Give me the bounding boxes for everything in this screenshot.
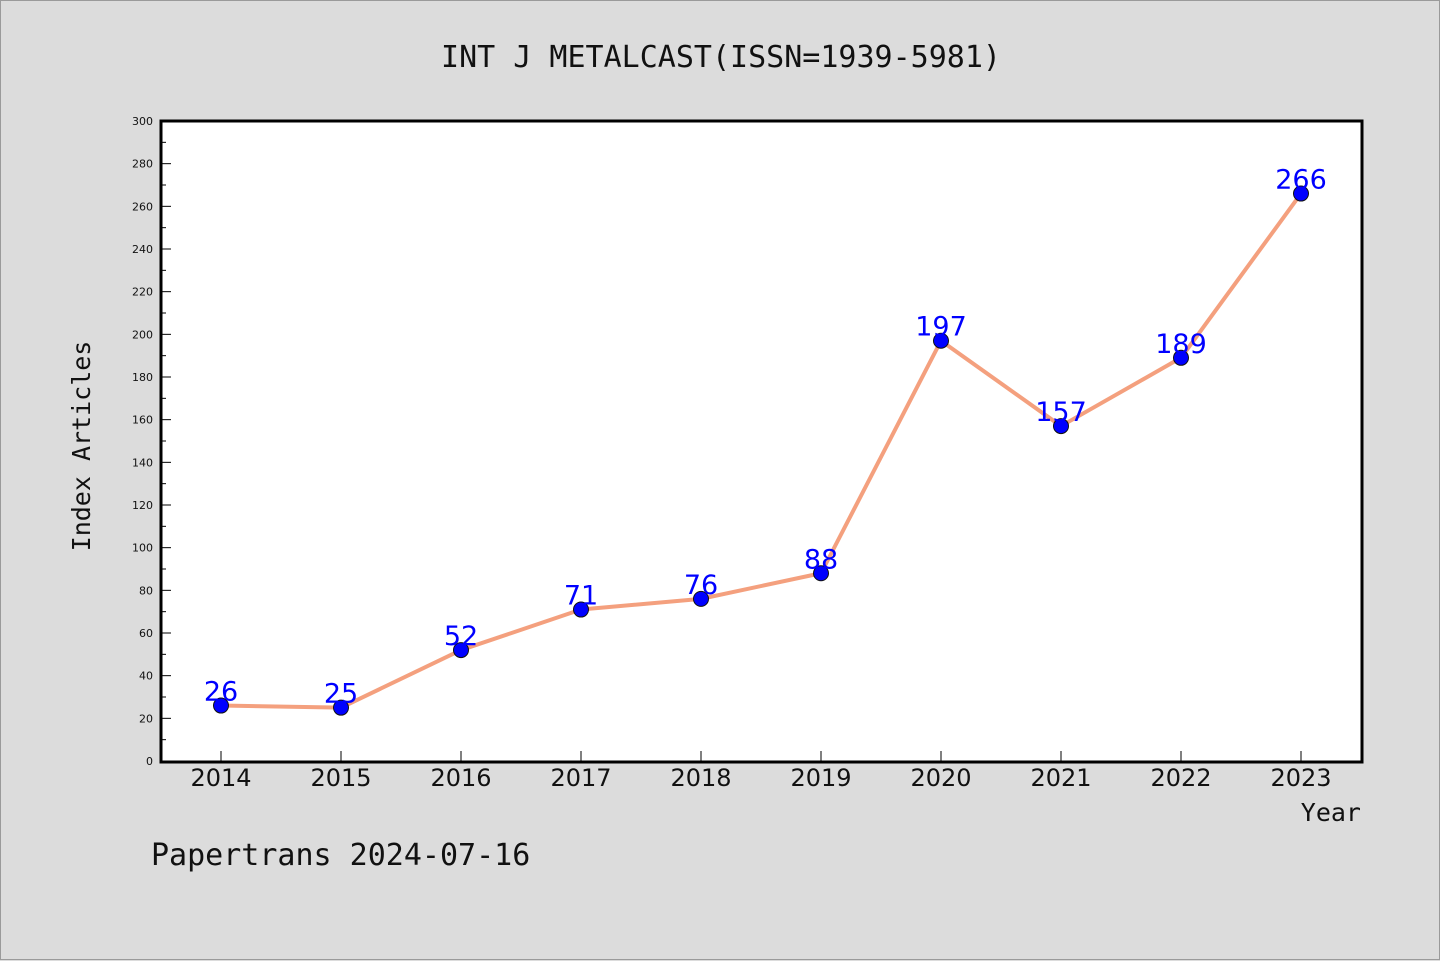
x-tick-label: 2014: [190, 764, 251, 792]
x-tick-label: 2016: [430, 764, 491, 792]
y-tick-label: 60: [139, 627, 153, 640]
data-label: 189: [1155, 329, 1207, 360]
data-label: 26: [204, 677, 238, 708]
footer-source-date: Papertrans 2024-07-16: [151, 838, 530, 873]
y-tick-label: 240: [132, 243, 153, 256]
x-tick-label: 2017: [550, 764, 611, 792]
data-label: 25: [324, 679, 358, 710]
data-point: [333, 699, 349, 716]
data-label: 197: [915, 312, 967, 343]
plot-area: [159, 119, 1364, 764]
y-tick-label: 0: [146, 755, 153, 768]
y-tick-label: 220: [132, 286, 153, 299]
y-tick-label: 160: [132, 414, 153, 427]
x-tick-label: 2018: [670, 764, 731, 792]
y-tick-label: 280: [132, 158, 153, 171]
data-label: 88: [804, 544, 838, 575]
x-axis-label: Year: [1301, 798, 1361, 827]
data-point: [693, 590, 709, 607]
series-line: [219, 191, 1303, 710]
data-labels-group: 26 25 52 71 76 88 197 157 189 266: [204, 165, 1327, 710]
y-tick-label: 80: [139, 584, 153, 597]
data-point: [1293, 185, 1309, 202]
y-tick-label: 180: [132, 371, 153, 384]
data-label: 76: [684, 570, 718, 601]
x-tick-label: 2020: [910, 764, 971, 792]
y-axis: 0 20 40 60 80 100 120 140 160 180 200 220 240 260 280 3…: [132, 115, 171, 768]
x-tick-label: 2023: [1270, 764, 1331, 792]
y-tick-label: 300: [132, 115, 153, 128]
data-point: [933, 332, 949, 349]
data-point: [213, 697, 229, 714]
data-point: [813, 565, 829, 582]
y-tick-label: 260: [132, 200, 153, 213]
y-axis-label: Index Articles: [67, 341, 96, 552]
chart-title: INT J METALCAST(ISSN=1939-5981): [441, 40, 1001, 75]
y-tick-label: 100: [132, 542, 153, 555]
data-point: [573, 601, 589, 618]
x-tick-label: 2019: [790, 764, 851, 792]
data-label: 52: [444, 621, 478, 652]
y-tick-label: 40: [139, 670, 153, 683]
y-tick-label: 120: [132, 499, 153, 512]
data-label: 157: [1035, 397, 1087, 428]
x-axis: 2014 2015 2016 2017 2018 2019 2020 2021 2022 2023: [190, 751, 1332, 792]
data-label: 266: [1275, 165, 1327, 196]
series-points-group: [213, 185, 1309, 716]
data-point: [453, 642, 469, 659]
x-tick-label: 2021: [1030, 764, 1091, 792]
y-tick-label: 20: [139, 712, 153, 725]
data-point: [1173, 349, 1189, 366]
y-tick-label: 140: [132, 456, 153, 469]
data-point: [1053, 418, 1069, 435]
data-label: 71: [564, 581, 598, 612]
y-tick-label: 200: [132, 328, 153, 341]
x-tick-label: 2015: [310, 764, 371, 792]
series-line-group: [219, 191, 1303, 710]
x-tick-label: 2022: [1150, 764, 1211, 792]
